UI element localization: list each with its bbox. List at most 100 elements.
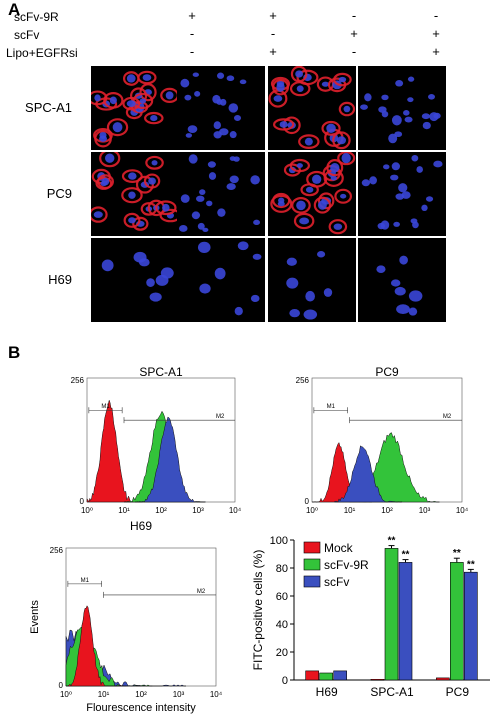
nucleus-stain (128, 191, 136, 199)
bar-chart-category-label: PC9 (446, 685, 470, 699)
nucleus-stain (305, 290, 315, 302)
bar-mock (305, 670, 319, 681)
membrane-stain (143, 173, 161, 189)
membrane-stain (337, 152, 356, 166)
membrane-stain (91, 206, 108, 223)
histogram-spc-a1: SPC-A1 256 0 M1 M2 10⁰ 10¹ 10² 10³ 10⁴ (71, 366, 242, 515)
nucleus-stain (394, 286, 406, 296)
condition-sign: - (270, 26, 276, 41)
nucleus-stain (343, 105, 351, 113)
histogram-yzero: 0 (80, 497, 85, 506)
membrane-stain (159, 208, 179, 223)
bar-mock (436, 677, 450, 681)
nucleus-stain (187, 125, 198, 133)
nucleus-stain (395, 80, 404, 87)
nucleus-stain (212, 94, 221, 104)
nucleus-stain (199, 189, 206, 195)
bar-significance-label: ** (388, 536, 396, 547)
membrane-stain (139, 83, 157, 102)
histogram-xtick: 10³ (192, 506, 204, 515)
condition-sign: + (269, 44, 277, 59)
membrane-stain (328, 219, 348, 235)
histogram-xtick: 10⁰ (306, 506, 318, 515)
bar-chart-ytick-label: 60 (276, 591, 288, 603)
nucleus-stain (188, 154, 198, 164)
nucleus-stain (401, 191, 411, 199)
histogram-xtick: 10⁰ (81, 506, 93, 515)
micrograph-cell (177, 66, 265, 150)
nucleus-stain (408, 290, 423, 302)
nucleus-stain (276, 82, 285, 92)
bar-chart-ytick-label: 80 (276, 563, 288, 575)
histogram-ylabel: Events (29, 600, 41, 634)
nucleus-stain (139, 98, 147, 104)
micrograph-cell (177, 238, 265, 322)
membrane-stain (99, 152, 121, 168)
membrane-stain (298, 134, 320, 149)
membrane-stain (121, 187, 143, 204)
bar-chart-category-label: H69 (316, 685, 338, 699)
legend-swatch (303, 541, 321, 554)
nucleus-stain (250, 175, 260, 185)
nucleus-stain (296, 85, 304, 92)
nucleus-stain (403, 110, 410, 116)
histogram-ymax: 256 (50, 546, 64, 555)
nucleus-stain (233, 156, 240, 162)
nucleus-stain (390, 279, 401, 287)
histogram-xlabel: Flourescence intensity (86, 702, 196, 714)
nucleus-stain (214, 267, 226, 280)
membrane-stain (132, 216, 149, 231)
nucleus-stain (105, 153, 115, 163)
legend-swatch (303, 558, 321, 571)
gate-m2-label: M2 (443, 414, 452, 420)
nucleus-stain (388, 133, 398, 144)
nucleus-stain (180, 78, 190, 88)
nucleus-stain (380, 220, 390, 230)
micrograph-image (270, 152, 356, 235)
membrane-stain (291, 197, 311, 214)
nucleus-stain (199, 283, 211, 294)
membrane-stain (333, 72, 352, 87)
nucleus-stain (229, 131, 237, 139)
membrane-stain (332, 131, 351, 150)
nucleus-stain (393, 221, 400, 227)
micrograph-image (180, 72, 247, 139)
condition-sign: - (351, 44, 357, 59)
nucleus-stain (237, 241, 249, 251)
bar-scfv-9r (384, 548, 399, 681)
membrane-stain (300, 183, 319, 197)
nucleus-stain (333, 223, 343, 230)
membrane-stain (121, 169, 143, 183)
histogram-xtick: 10² (381, 506, 393, 515)
membrane-stain (123, 212, 141, 228)
nucleus-stain (146, 278, 155, 287)
nucleus-stain (391, 115, 402, 126)
nucleus-stain (407, 76, 415, 82)
nucleus-stain (93, 211, 103, 218)
nucleus-stain (398, 183, 408, 193)
bar-significance-label: ** (467, 559, 475, 570)
nucleus-stain (226, 75, 235, 82)
bar-mock (370, 679, 385, 681)
nucleus-stain (425, 196, 434, 202)
nucleus-stain (321, 81, 330, 87)
condition-sign: + (188, 8, 196, 23)
gate-m2-label: M2 (197, 589, 206, 595)
nucleus-stain (399, 255, 408, 265)
nucleus-stain (369, 176, 377, 185)
nucleus-stain (112, 122, 123, 133)
nucleus-stain (416, 166, 423, 173)
bar-chart-ylabel: FITC-positive cells (%) (251, 550, 265, 671)
scfv-curve (334, 445, 403, 503)
histogram-xtick: 10³ (173, 690, 185, 699)
nucleus-stain (207, 161, 216, 168)
condition-label-2: Lipo+EGFRsi (6, 46, 78, 60)
scfv-curve (135, 416, 206, 503)
histogram-xtick: 10² (135, 690, 147, 699)
nucleus-stain (341, 153, 351, 164)
membrane-stain (272, 78, 290, 96)
histogram-ymax: 256 (71, 376, 85, 385)
nucleus-stain (94, 94, 101, 102)
nucleus-stain (206, 200, 213, 207)
bar-scfv (333, 670, 347, 681)
